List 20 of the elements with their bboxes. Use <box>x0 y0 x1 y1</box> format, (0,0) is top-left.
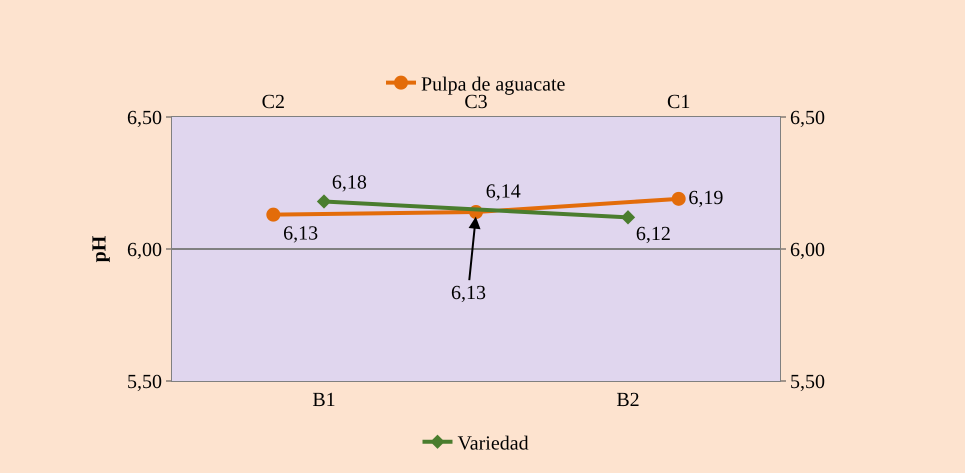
annotation: 6,13 <box>451 282 486 304</box>
x-tick-label: C1 <box>667 91 690 113</box>
data-label: 6,12 <box>636 223 671 246</box>
y-tick-label: 5,50 <box>127 371 162 393</box>
y-tick-label: 6,50 <box>790 107 825 129</box>
point <box>266 208 280 222</box>
x-tick-label: B1 <box>312 389 336 411</box>
data-label: 6,13 <box>283 222 318 244</box>
data-label: 6,19 <box>688 186 724 209</box>
y-tick-label: 6,50 <box>127 107 162 129</box>
legend-label: Variedad <box>458 432 529 455</box>
y-tick-label: 5,50 <box>790 371 825 393</box>
y-tick-label: 6,00 <box>127 239 162 261</box>
y-axis-title: pH <box>88 235 110 262</box>
point <box>672 192 686 206</box>
data-label: 6,14 <box>486 180 521 202</box>
x-tick-label: C2 <box>262 91 285 113</box>
y-tick-label: 6,00 <box>790 239 825 261</box>
data-label: 6,18 <box>332 172 367 194</box>
x-tick-label: B2 <box>616 389 640 411</box>
